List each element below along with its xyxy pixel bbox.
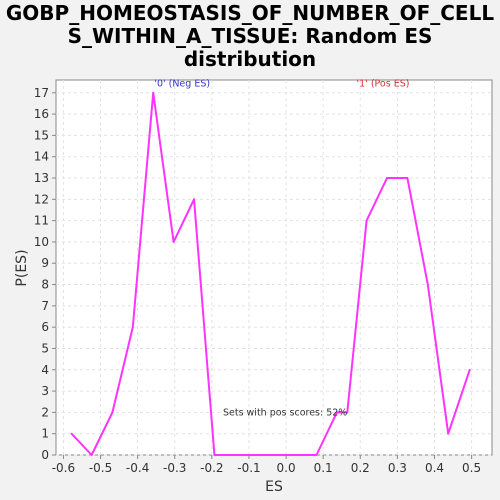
x-tick-label: -0.5 <box>89 461 112 475</box>
chart-title: GOBP_HOMEOSTASIS_OF_NUMBER_OF_CELL S_WIT… <box>0 2 500 71</box>
data-point <box>386 177 388 179</box>
annotation-0: '0' (Neg ES) <box>154 78 210 89</box>
data-point <box>172 241 175 243</box>
y-tick-label: 10 <box>34 235 49 249</box>
x-tick-label: 0.1 <box>314 461 333 475</box>
data-point <box>426 283 429 286</box>
x-tick-label: -0.6 <box>52 461 75 475</box>
y-tick-label: 12 <box>34 192 49 206</box>
plot-area <box>55 79 493 456</box>
y-tick-label: 1 <box>41 427 49 441</box>
y-axis-label: P(ES) <box>14 249 30 286</box>
data-point <box>346 411 349 414</box>
y-tick-label: 5 <box>41 341 49 355</box>
y-tick-label: 2 <box>41 405 49 419</box>
y-tick-label: 7 <box>41 299 49 313</box>
x-tick-label: -0.4 <box>126 461 149 475</box>
y-tick-label: 14 <box>34 150 49 164</box>
annotation-2: Sets with pos scores: 52% <box>223 408 347 419</box>
data-point <box>254 454 257 456</box>
data-point <box>152 91 155 94</box>
x-tick-label: -0.2 <box>200 461 223 475</box>
y-tick-label: 9 <box>41 256 49 270</box>
annotations: '0' (Neg ES) '1' (Pos ES) Sets with pos sc… <box>154 78 409 418</box>
y-tick-label: 4 <box>41 363 49 377</box>
x-tick-label: -0.3 <box>163 461 186 475</box>
chart-title-line-1: GOBP_HOMEOSTASIS_OF_NUMBER_OF_CELL <box>5 1 495 25</box>
data-point <box>447 432 450 435</box>
x-tick-label: -0.1 <box>237 461 260 475</box>
data-point <box>335 411 338 414</box>
series-es <box>70 91 471 456</box>
x-tick-label: 0.3 <box>388 461 407 475</box>
x-axis-label: ES <box>265 479 283 495</box>
data-point <box>406 177 409 179</box>
y-tick-label: 16 <box>34 107 49 121</box>
data-point <box>213 454 216 456</box>
y-tick-label: 0 <box>41 448 49 462</box>
y-tick-label: 17 <box>34 86 49 100</box>
data-point <box>295 454 297 456</box>
grid <box>56 80 492 456</box>
data-point <box>315 454 318 456</box>
data-point <box>274 454 277 456</box>
x-tick-label: 0.5 <box>462 461 481 475</box>
y-tick-label: 11 <box>34 214 49 228</box>
x-tick-label: 0.0 <box>277 461 296 475</box>
y-tick-label: 13 <box>34 171 49 185</box>
x-tick-label: 0.2 <box>351 461 370 475</box>
data-point <box>468 368 471 371</box>
y-tick-label: 8 <box>41 278 49 292</box>
chart-title-line-2: S_WITHIN_A_TISSUE: Random ES <box>67 24 433 48</box>
data-point <box>70 432 73 435</box>
chart-title-line-3: distribution <box>183 47 317 71</box>
x-tick-label: 0.4 <box>425 461 444 475</box>
y-tick-label: 6 <box>41 320 49 334</box>
data-point <box>365 219 368 222</box>
data-point <box>90 454 93 456</box>
data-point <box>233 454 236 456</box>
y-tick-label: 15 <box>34 128 49 142</box>
data-point <box>193 198 195 201</box>
y-tick-label: 3 <box>41 384 49 398</box>
annotation-1: '1' (Pos ES) <box>357 78 410 89</box>
data-point <box>111 411 114 414</box>
data-point <box>131 326 134 329</box>
